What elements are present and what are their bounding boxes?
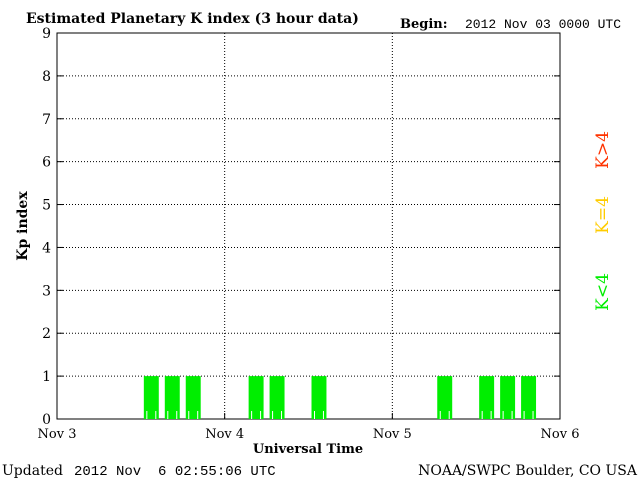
updated-label: Updated (2, 463, 63, 479)
plot-area (56, 32, 561, 420)
kp-bar (521, 376, 537, 419)
y-tick-label: 5 (42, 198, 51, 214)
kp-bar (248, 376, 264, 419)
legend-k-equal-4: K=4 (593, 196, 613, 234)
kp-bar (500, 376, 516, 419)
x-tick-label: Nov 6 (541, 427, 580, 442)
kp-bar (479, 376, 495, 419)
begin-value: 2012 Nov 03 0000 UTC (465, 17, 621, 32)
kp-bar (269, 376, 285, 419)
legend-k-less-4: K<4 (593, 273, 613, 311)
y-tick-label: 4 (42, 240, 51, 256)
x-axis-ticks: Nov 3 Nov 4 Nov 5 Nov 6 (38, 413, 580, 442)
y-tick-label: 3 (42, 283, 51, 299)
y-tick-label: 2 (42, 326, 51, 342)
kp-bar (185, 376, 201, 419)
chart-title: Estimated Planetary K index (3 hour data… (26, 11, 359, 27)
y-tick-label: 1 (42, 369, 51, 385)
x-tick-label: Nov 5 (373, 427, 412, 442)
grid-lines (57, 33, 560, 419)
kp-bar (164, 376, 180, 419)
begin-label: Begin: (400, 17, 448, 32)
updated-value: 2012 Nov 6 02:55:06 UTC (74, 464, 276, 480)
y-axis-label: Kp index (15, 191, 31, 261)
kp-bar (311, 376, 327, 419)
kp-bar (143, 376, 159, 419)
x-tick-label: Nov 3 (38, 427, 77, 442)
legend-k-greater-4: K>4 (593, 131, 613, 169)
kp-bar (437, 376, 453, 419)
y-tick-label: 7 (42, 112, 51, 128)
x-axis-label: Universal Time (253, 442, 363, 457)
y-tick-label: 0 (42, 412, 51, 428)
y-axis-ticks: 0 1 2 3 4 5 6 7 8 9 (42, 26, 560, 428)
y-tick-label: 8 (42, 69, 51, 85)
y-tick-label: 6 (42, 155, 51, 171)
source-credit: NOAA/SWPC Boulder, CO USA (418, 463, 638, 479)
x-tick-label: Nov 4 (205, 427, 244, 442)
y-tick-label: 9 (42, 26, 51, 42)
bar-series (143, 376, 537, 419)
